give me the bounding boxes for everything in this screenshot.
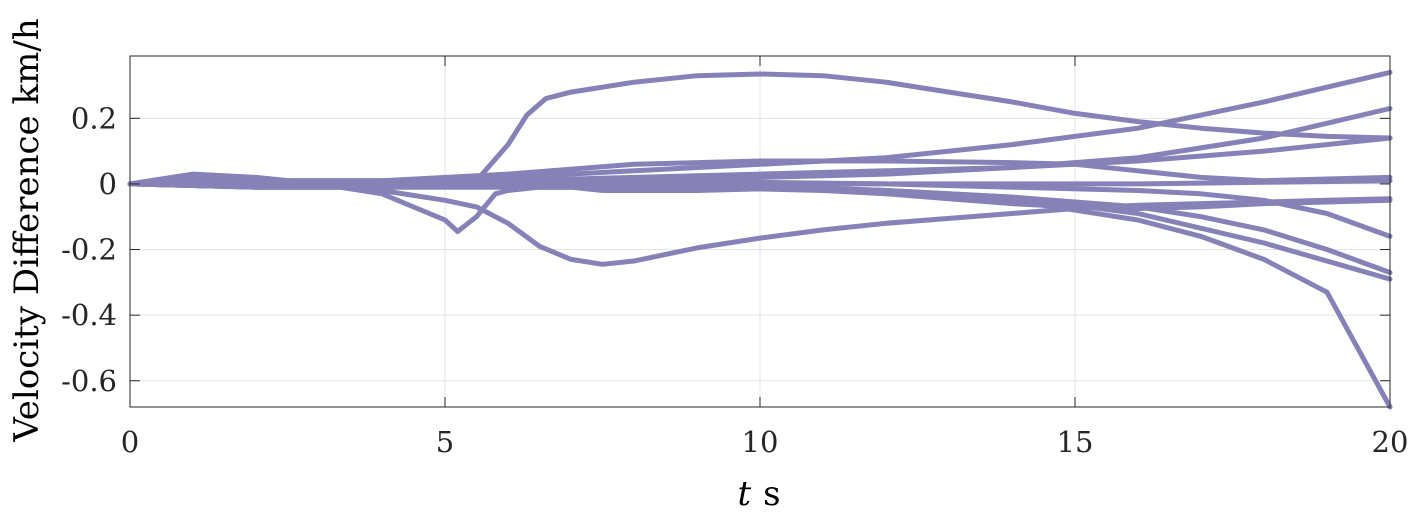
y-tick-label: 0 <box>99 167 117 201</box>
y-tick-labels: -0.6 -0.4 -0.2 0 0.2 <box>61 101 117 397</box>
x-tick-label: 10 <box>742 425 779 459</box>
grid-lines <box>129 56 1391 407</box>
series-line-12 <box>127 178 1393 187</box>
x-tick-label: 20 <box>1372 425 1409 459</box>
y-tick-label: -0.4 <box>61 298 117 332</box>
y-tick-label: -0.6 <box>61 364 117 398</box>
x-tick-label: 0 <box>121 425 139 459</box>
x-tick-label: 15 <box>1057 425 1094 459</box>
y-axis-label: Velocity Difference km/h <box>7 18 47 442</box>
x-axis-variable: t <box>737 474 751 514</box>
x-tick-labels: 0 5 10 15 20 <box>121 425 1409 459</box>
x-tick-label: 5 <box>436 425 454 459</box>
x-axis-unit: s <box>763 474 780 514</box>
series-lines <box>127 69 1393 410</box>
y-tick-label: -0.2 <box>61 233 117 267</box>
y-tick-label: 0.2 <box>71 101 117 135</box>
axis-ticks <box>129 56 1391 407</box>
